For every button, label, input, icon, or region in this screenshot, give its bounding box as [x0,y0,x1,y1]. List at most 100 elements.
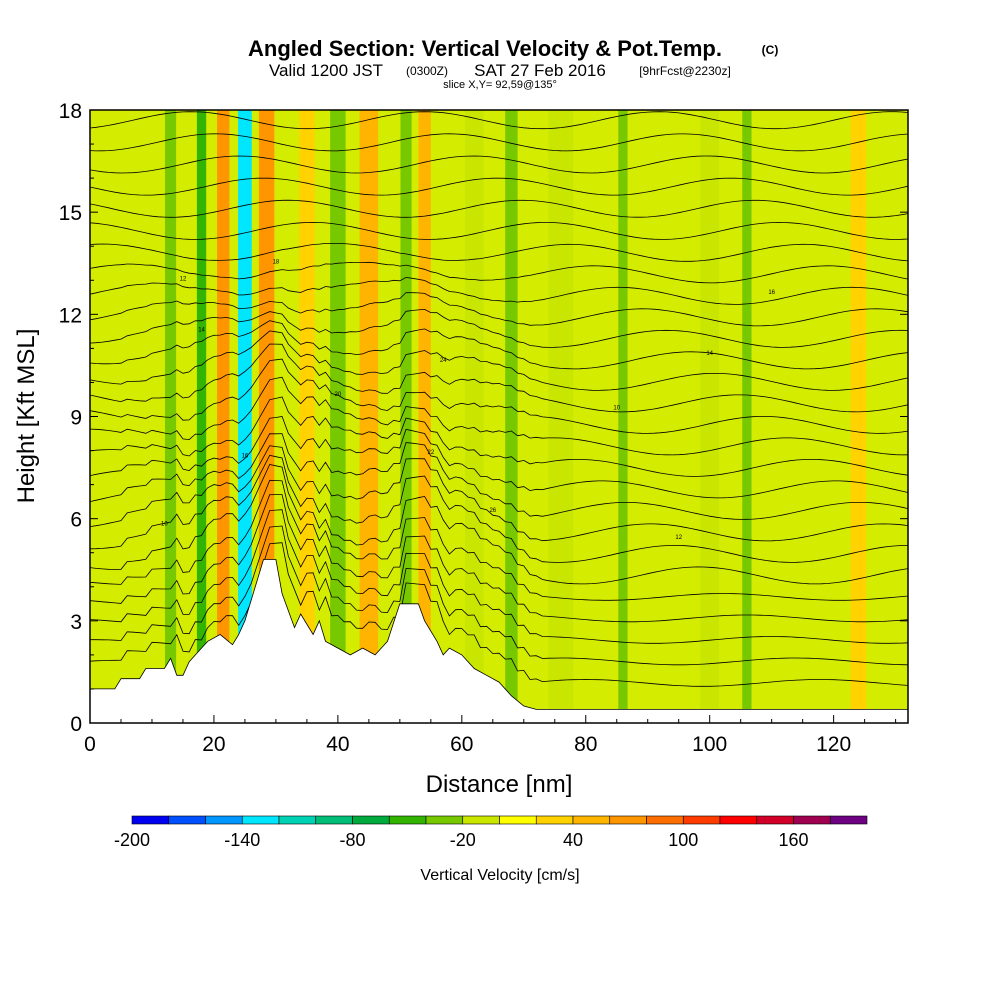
theta-contour-0 [90,542,908,687]
y-tick-label-9: 9 [70,407,82,430]
velocity-band-14 [618,110,628,723]
colorbar-ticks: -200 -140 -80 -20 40 100 160 [114,830,809,850]
velocity-band-15 [700,110,719,723]
colorbar-tick-40: 40 [563,830,583,850]
colorbar-swatch-0 [131,815,170,825]
chart-title: Angled Section: Vertical Velocity & Pot.… [248,36,722,61]
velocity-band-8 [359,110,379,723]
colorbar-label: Vertical Velocity [cm/s] [420,867,579,884]
colorbar-tick--140: -140 [224,830,260,850]
theta-contour-12 [90,358,908,434]
subtitle-zulu: (0300Z) [406,64,448,78]
contour-label-6: 22 [427,450,434,456]
theta-contour-25 [90,133,908,152]
theta-contour-24 [90,155,908,174]
theta-contour-1 [90,525,908,666]
y-tick-label-3: 3 [70,611,82,634]
theta-contour-17 [90,292,908,327]
colorbar-swatch-3 [241,815,280,825]
x-tick-label-60: 60 [450,733,473,756]
x-tick-label-80: 80 [574,733,597,756]
contour-label-5: 20 [335,392,342,398]
colorbar-swatch-16 [719,815,758,825]
contour-label-1: 12 [180,276,187,282]
velocity-band-17 [850,110,867,723]
velocity-band-6 [299,110,315,723]
colorbar-swatch-6 [352,815,390,825]
theta-contour-19 [90,261,908,284]
colorbar-swatch-5 [315,815,353,825]
y-tick-label-18: 18 [59,100,82,123]
contour-label-2: 14 [198,327,205,333]
x-tick-label-40: 40 [326,733,349,756]
colorbar-tick--20: -20 [450,830,476,850]
theta-contours: 10 12 14 16 18 20 22 24 26 10 12 14 16 [90,111,908,687]
y-axis: 0 3 6 9 12 15 18 [59,100,908,736]
contour-label-7: 24 [440,358,447,364]
colorbar-swatch-4 [278,815,317,825]
x-tick-label-120: 120 [816,733,851,756]
chart-title-unit: (C) [762,43,779,57]
theta-contour-2 [90,509,908,644]
theta-contour-13 [90,343,908,413]
colorbar-swatch-1 [168,815,206,825]
contour-label-9: 10 [613,406,620,412]
velocity-band-3 [196,110,207,723]
terrain-mask [89,559,909,724]
theta-contour-16 [90,308,908,348]
theta-contour-23 [90,177,908,196]
y-axis-label: Height [Kft MSL] [13,329,40,504]
colorbar-swatch-13 [609,815,647,825]
subtitle-date: SAT 27 Feb 2016 [474,61,606,80]
velocity-band-2 [164,110,177,723]
theta-contour-6 [90,454,908,563]
subtitle-forecast: [9hrFcst@2230z] [639,64,731,78]
colorbar-swatch-9 [462,815,500,825]
slice-label: slice X,Y= 92,59@135° [443,79,557,91]
theta-contour-18 [90,276,908,305]
theta-contour-4 [90,479,908,601]
velocity-band-13 [548,110,574,723]
contour-label-11: 14 [706,351,713,357]
velocity-band-4 [217,110,230,723]
contour-label-10: 12 [675,535,682,541]
theta-contour-8 [90,433,908,520]
colorbar-swatch-14 [646,815,684,825]
y-tick-label-12: 12 [59,304,82,327]
velocity-band-11 [464,110,484,723]
colorbar-tick-100: 100 [668,830,698,850]
velocity-band-9 [400,110,412,723]
colorbar-swatch-12 [572,815,611,825]
contour-label-3: 16 [242,453,249,459]
contour-label-4: 18 [273,259,280,265]
subtitle-valid: Valid 1200 JST [269,61,383,80]
contour-label-8: 26 [489,508,496,514]
x-axis-label: Distance [nm] [426,771,573,798]
theta-contour-20 [90,243,908,262]
y-tick-label-6: 6 [70,509,82,532]
colorbar [131,815,868,825]
x-axis: 0 20 40 60 80 100 120 [84,715,897,756]
theta-contour-9 [90,416,908,499]
x-tick-label-0: 0 [84,733,96,756]
theta-contour-5 [90,464,908,585]
theta-contour-7 [90,445,908,542]
colorbar-swatch-7 [388,815,427,825]
x-tick-label-20: 20 [202,733,225,756]
theta-contour-10 [90,396,908,477]
y-tick-label-0: 0 [70,713,82,736]
velocity-band-7 [330,110,346,723]
colorbar-swatch-18 [793,815,831,825]
colorbar-swatch-11 [535,815,574,825]
colorbar-swatch-8 [425,815,464,825]
theta-contour-11 [90,376,908,456]
contour-label-12: 16 [768,290,775,296]
colorbar-tick-160: 160 [778,830,808,850]
y-tick-label-15: 15 [59,202,82,225]
velocity-band-12 [505,110,518,723]
colorbar-swatch-15 [682,815,721,825]
colorbar-tick--80: -80 [339,830,365,850]
colorbar-swatch-19 [829,815,868,825]
theta-contour-22 [90,199,908,218]
theta-contour-14 [90,330,908,391]
